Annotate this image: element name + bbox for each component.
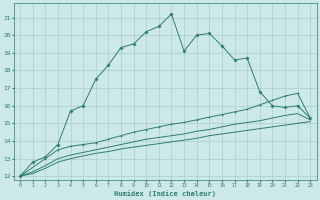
X-axis label: Humidex (Indice chaleur): Humidex (Indice chaleur) bbox=[114, 190, 216, 197]
